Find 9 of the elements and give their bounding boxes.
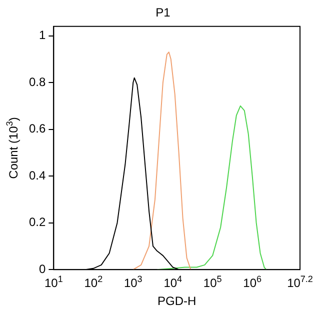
y-tick-label: 0.2 xyxy=(28,215,46,230)
x-axis-title: PGD-H xyxy=(158,294,196,308)
chart-title: P1 xyxy=(156,6,171,20)
y-tick-label: 0.8 xyxy=(28,74,46,89)
y-tick-label: 0 xyxy=(38,262,46,276)
y-tick-label: 1 xyxy=(38,28,46,42)
y-tick-label: 0.6 xyxy=(28,122,46,136)
y-tick-label: 0.4 xyxy=(28,168,46,182)
y-axis-title: Count (103) xyxy=(4,117,20,179)
